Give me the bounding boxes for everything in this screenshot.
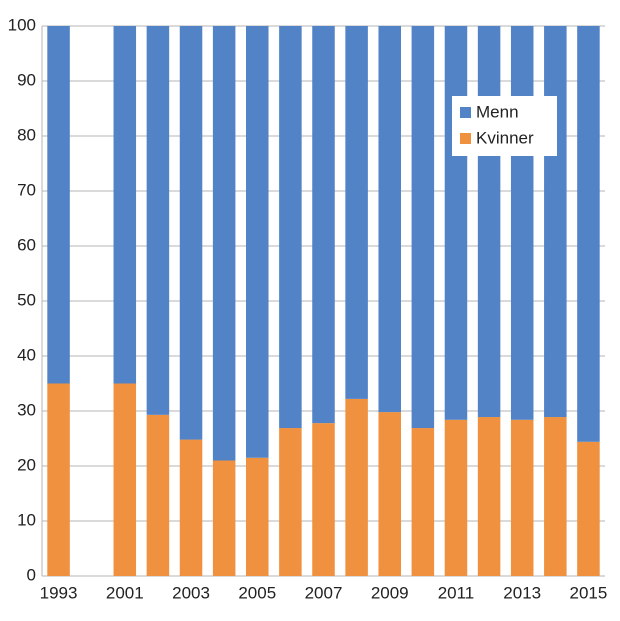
y-tick-label: 20 <box>17 455 36 474</box>
y-tick-label: 80 <box>17 125 36 144</box>
bar-segment <box>113 26 137 384</box>
y-tick-label: 90 <box>17 70 36 89</box>
legend-label: Kvinner <box>476 128 534 147</box>
y-tick-label: 30 <box>17 400 36 419</box>
bar-segment <box>47 26 70 384</box>
x-tick-label: 2007 <box>305 583 343 602</box>
bar-segment <box>312 423 335 576</box>
y-tick-label: 10 <box>17 510 36 529</box>
bar-segment <box>411 428 435 576</box>
legend-box <box>452 96 557 156</box>
x-tick-label: 2001 <box>106 583 144 602</box>
bar-segment <box>312 26 335 424</box>
bar-segment <box>246 457 269 576</box>
bar-segment <box>378 412 401 576</box>
legend-swatch <box>460 107 471 118</box>
bar-segment <box>510 26 534 420</box>
x-tick-label: 2011 <box>438 583 475 602</box>
bar-segment <box>411 26 435 429</box>
bar-segment <box>477 26 501 418</box>
bar-segment <box>179 26 203 440</box>
y-tick-label: 0 <box>27 565 36 584</box>
x-tick-label: 2013 <box>503 583 541 602</box>
bar-segment <box>345 26 368 399</box>
bar-segment <box>279 26 302 429</box>
bar-segment <box>444 26 468 420</box>
bar-segment <box>246 26 269 458</box>
bar-segment <box>444 419 468 576</box>
bar-segment <box>477 417 501 576</box>
bar-segment <box>577 26 600 442</box>
x-tick-label: 2009 <box>371 583 409 602</box>
bar-segment <box>212 460 236 576</box>
y-tick-label: 60 <box>17 235 36 254</box>
legend-swatch <box>460 133 471 144</box>
bar-segment <box>345 398 368 576</box>
bar-segment <box>378 26 401 413</box>
bar-segment <box>179 439 203 576</box>
y-tick-label: 70 <box>17 180 36 199</box>
bar-segment <box>279 428 302 576</box>
bar-segment <box>146 26 170 415</box>
bar-segment <box>544 26 567 418</box>
x-tick-label: 2003 <box>172 583 210 602</box>
bar-segment <box>212 26 236 461</box>
bar-segment <box>146 414 170 576</box>
legend-label: Menn <box>476 102 519 121</box>
bar-segment <box>113 383 137 576</box>
x-tick-label: 2005 <box>238 583 276 602</box>
x-tick-label: 1993 <box>40 583 78 602</box>
y-tick-label: 50 <box>17 290 36 309</box>
bar-segment <box>47 383 70 576</box>
x-tick-label: 2015 <box>570 583 608 602</box>
y-tick-label: 40 <box>17 345 36 364</box>
bar-segment <box>510 419 534 576</box>
y-tick-label: 100 <box>8 15 36 34</box>
bar-segment <box>544 417 567 576</box>
bar-segment <box>577 441 600 576</box>
